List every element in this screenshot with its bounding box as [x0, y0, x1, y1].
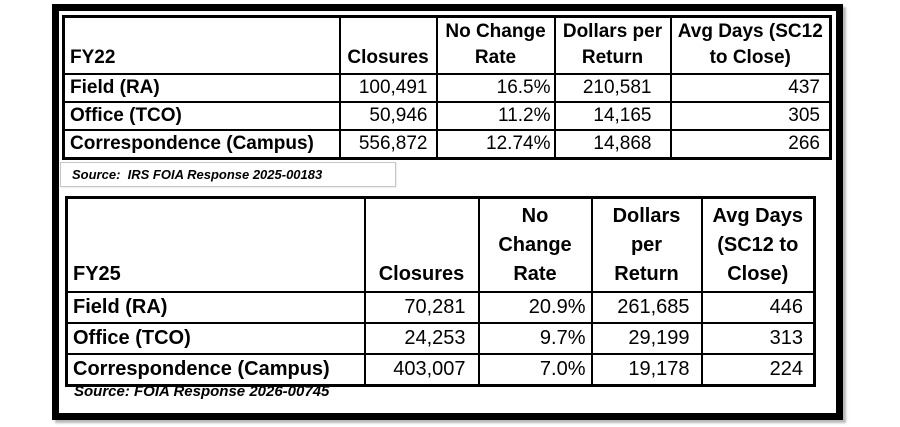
fy25-row-label-correspondence: Correspondence (Campus): [65, 353, 366, 387]
fy22-correspondence-avg-days: 266: [669, 129, 832, 160]
fy25-header-dollars-per-return: Dollars per Return: [590, 196, 703, 293]
fy25-correspondence-dollars-per-return: 19,178: [590, 353, 703, 387]
fy25-office-closures: 24,253: [363, 322, 480, 355]
table-row: Office (TCO) 50,946 11.2% 14,165 305: [62, 101, 832, 131]
fy25-office-dollars-per-return: 29,199: [590, 322, 703, 355]
table-row: Correspondence (Campus) 556,872 12.74% 1…: [62, 129, 832, 160]
fy22-field-closures: 100,491: [338, 73, 438, 103]
fy25-source-caption: Source: FOIA Response 2026-00745: [74, 383, 330, 400]
fy25-header-row: FY25 Closures No Change Rate Dollars per…: [65, 196, 816, 293]
table-row: Office (TCO) 24,253 9.7% 29,199 313: [65, 322, 816, 355]
fy25-correspondence-no-change-rate: 7.0%: [477, 353, 593, 387]
fy25-year-label: FY25: [65, 196, 366, 293]
fy22-field-dollars-per-return: 210,581: [553, 73, 672, 103]
fy22-row-label-field: Field (RA): [62, 73, 341, 103]
table-row: Field (RA) 100,491 16.5% 210,581 437: [62, 73, 832, 103]
fy22-exam-table: FY22 Closures No Change Rate Dollars per…: [62, 15, 832, 160]
fy22-office-avg-days: 305: [669, 101, 832, 131]
fy22-header-row: FY22 Closures No Change Rate Dollars per…: [62, 15, 832, 75]
fy25-correspondence-closures: 403,007: [363, 353, 480, 387]
fy22-header-closures: Closures: [338, 15, 438, 75]
fy22-header-no-change-rate: No Change Rate: [435, 15, 556, 75]
fy25-exam-table: FY25 Closures No Change Rate Dollars per…: [65, 196, 816, 387]
fy25-field-closures: 70,281: [363, 291, 480, 324]
fy25-header-no-change-rate: No Change Rate: [477, 196, 593, 293]
fy22-correspondence-dollars-per-return: 14,868: [553, 129, 672, 160]
fy25-row-label-field: Field (RA): [65, 291, 366, 324]
fy22-header-dollars-per-return: Dollars per Return: [553, 15, 672, 75]
table-row: Field (RA) 70,281 20.9% 261,685 446: [65, 291, 816, 324]
fy25-field-dollars-per-return: 261,685: [590, 291, 703, 324]
document-frame: FY22 Closures No Change Rate Dollars per…: [52, 4, 843, 420]
fy25-field-no-change-rate: 20.9%: [477, 291, 593, 324]
fy22-office-dollars-per-return: 14,165: [553, 101, 672, 131]
fy22-office-closures: 50,946: [338, 101, 438, 131]
fy22-header-avg-days: Avg Days (SC12 to Close): [669, 15, 832, 75]
fy22-row-label-office: Office (TCO): [62, 101, 341, 131]
table-row: Correspondence (Campus) 403,007 7.0% 19,…: [65, 353, 816, 387]
fy22-source-caption: Source: IRS FOIA Response 2025-00183: [60, 162, 396, 187]
fy22-office-no-change-rate: 11.2%: [435, 101, 556, 131]
fy25-header-avg-days: Avg Days (SC12 to Close): [700, 196, 816, 293]
fy22-correspondence-no-change-rate: 12.74%: [435, 129, 556, 160]
fy25-header-closures: Closures: [363, 196, 480, 293]
fy22-field-no-change-rate: 16.5%: [435, 73, 556, 103]
fy25-field-avg-days: 446: [700, 291, 816, 324]
fy25-office-no-change-rate: 9.7%: [477, 322, 593, 355]
fy25-row-label-office: Office (TCO): [65, 322, 366, 355]
fy22-field-avg-days: 437: [669, 73, 832, 103]
fy25-correspondence-avg-days: 224: [700, 353, 816, 387]
fy22-year-label: FY22: [62, 15, 341, 75]
fy25-office-avg-days: 313: [700, 322, 816, 355]
fy22-row-label-correspondence: Correspondence (Campus): [62, 129, 341, 160]
fy22-correspondence-closures: 556,872: [338, 129, 438, 160]
